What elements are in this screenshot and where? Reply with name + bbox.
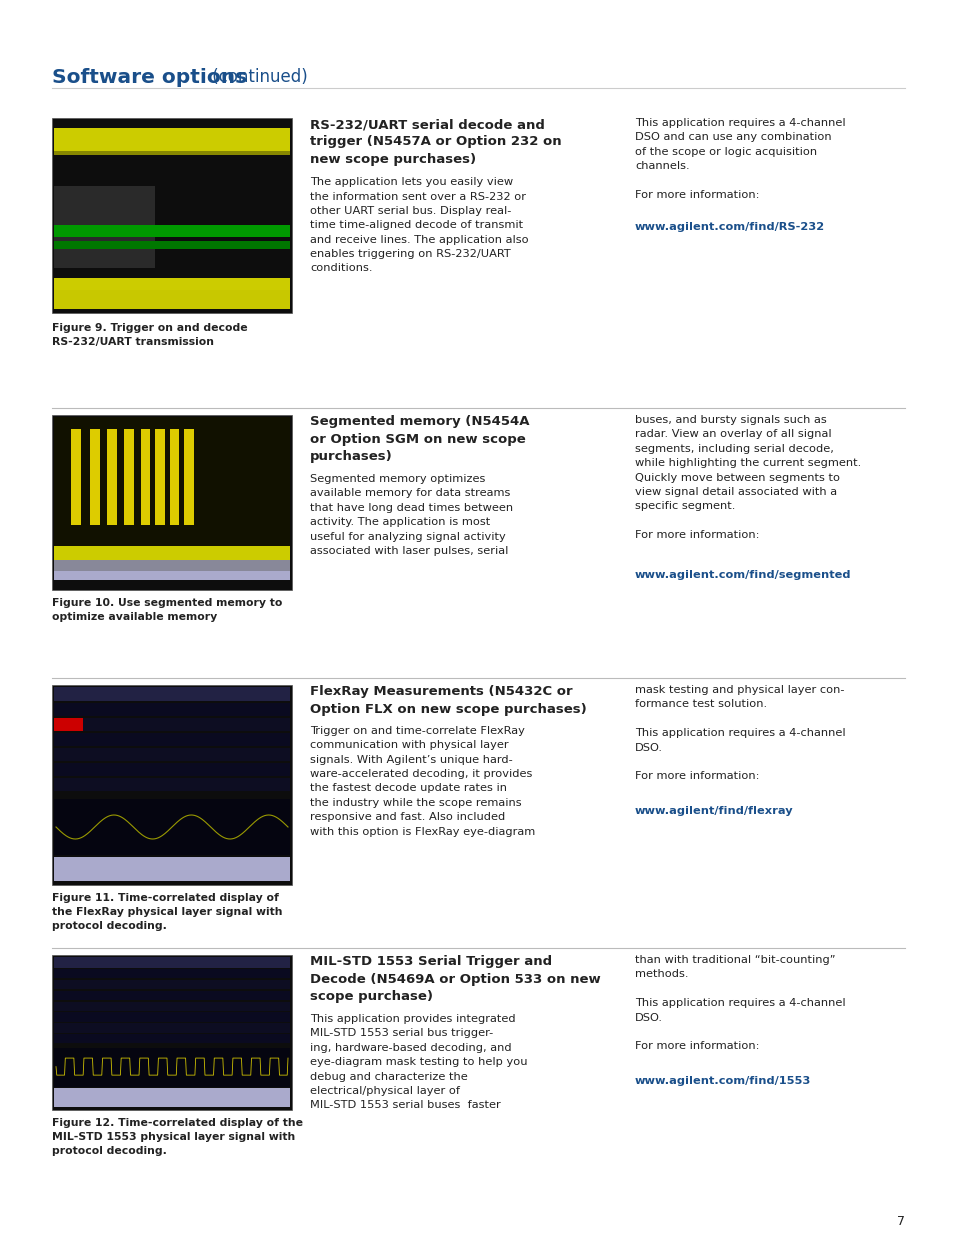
- Bar: [54, 186, 154, 268]
- Text: This application provides integrated
MIL-STD 1553 serial bus trigger-
ing, hardw: This application provides integrated MIL…: [310, 1014, 527, 1110]
- Bar: [54, 748, 290, 761]
- Bar: [54, 289, 290, 309]
- Bar: [52, 415, 292, 590]
- Bar: [91, 429, 100, 525]
- Bar: [54, 241, 290, 248]
- Text: Segmented memory optimizes
available memory for data streams
that have long dead: Segmented memory optimizes available mem…: [310, 474, 513, 556]
- Bar: [124, 429, 133, 525]
- Bar: [155, 429, 165, 525]
- Text: www.agilent/find/flexray: www.agilent/find/flexray: [635, 805, 793, 815]
- Bar: [54, 561, 290, 571]
- Bar: [54, 1034, 290, 1044]
- Bar: [54, 1013, 290, 1021]
- Bar: [54, 278, 290, 299]
- Bar: [54, 546, 290, 561]
- Bar: [54, 561, 290, 579]
- Bar: [54, 1049, 290, 1087]
- Text: The application lets you easily view
the information sent over a RS-232 or
other: The application lets you easily view the…: [310, 177, 528, 273]
- Bar: [107, 429, 116, 525]
- Text: buses, and bursty signals such as
radar. View an overlay of all signal
segments,: buses, and bursty signals such as radar.…: [635, 415, 861, 540]
- Text: (continued): (continued): [207, 68, 308, 86]
- Bar: [54, 718, 290, 731]
- Text: Figure 9. Trigger on and decode
RS-232/UART transmission: Figure 9. Trigger on and decode RS-232/U…: [52, 324, 248, 347]
- Bar: [170, 429, 179, 525]
- Text: This application requires a 4-channel
DSO and can use any combination
of the sco: This application requires a 4-channel DS…: [635, 119, 844, 200]
- Text: Segmented memory (N5454A
or Option SGM on new scope
purchases): Segmented memory (N5454A or Option SGM o…: [310, 415, 529, 463]
- Text: than with traditional “bit-counting”
methods.

This application requires a 4-cha: than with traditional “bit-counting” met…: [635, 955, 844, 1051]
- Bar: [52, 685, 292, 885]
- Text: Figure 11. Time-correlated display of
the FlexRay physical layer signal with
pro: Figure 11. Time-correlated display of th…: [52, 893, 282, 931]
- Bar: [54, 979, 290, 989]
- Text: Trigger on and time-correlate FlexRay
communication with physical layer
signals.: Trigger on and time-correlate FlexRay co…: [310, 726, 535, 836]
- Text: Figure 10. Use segmented memory to
optimize available memory: Figure 10. Use segmented memory to optim…: [52, 598, 282, 622]
- Text: Software options: Software options: [52, 68, 247, 86]
- Text: Figure 12. Time-correlated display of the
MIL-STD 1553 physical layer signal wit: Figure 12. Time-correlated display of th…: [52, 1118, 303, 1156]
- Bar: [54, 778, 290, 790]
- Bar: [52, 955, 292, 1110]
- Text: RS-232/UART serial decode and
trigger (N5457A or Option 232 on
new scope purchas: RS-232/UART serial decode and trigger (N…: [310, 119, 561, 165]
- Bar: [54, 225, 290, 237]
- Bar: [184, 429, 193, 525]
- Bar: [54, 718, 83, 731]
- Text: www.agilent.com/find/segmented: www.agilent.com/find/segmented: [635, 569, 851, 579]
- Bar: [54, 128, 290, 152]
- Bar: [54, 1088, 290, 1107]
- Bar: [54, 1024, 290, 1032]
- Bar: [141, 429, 151, 525]
- Bar: [54, 957, 290, 968]
- Text: www.agilent.com/find/1553: www.agilent.com/find/1553: [635, 1076, 810, 1086]
- Bar: [54, 417, 290, 548]
- Text: MIL-STD 1553 Serial Trigger and
Decode (N5469A or Option 533 on new
scope purcha: MIL-STD 1553 Serial Trigger and Decode (…: [310, 955, 600, 1003]
- Bar: [54, 799, 290, 855]
- Bar: [54, 763, 290, 776]
- Bar: [54, 703, 290, 716]
- Bar: [54, 857, 290, 881]
- Bar: [54, 152, 290, 156]
- Bar: [71, 429, 81, 525]
- Bar: [52, 119, 292, 312]
- Text: FlexRay Measurements (N5432C or
Option FLX on new scope purchases): FlexRay Measurements (N5432C or Option F…: [310, 685, 586, 715]
- Text: mask testing and physical layer con-
formance test solution.

This application r: mask testing and physical layer con- for…: [635, 685, 844, 782]
- Bar: [54, 990, 290, 1000]
- Bar: [54, 687, 290, 701]
- Bar: [54, 969, 290, 978]
- Bar: [54, 1002, 290, 1010]
- Text: 7: 7: [896, 1215, 904, 1228]
- Text: www.agilent.com/find/RS-232: www.agilent.com/find/RS-232: [635, 221, 824, 232]
- Bar: [54, 734, 290, 746]
